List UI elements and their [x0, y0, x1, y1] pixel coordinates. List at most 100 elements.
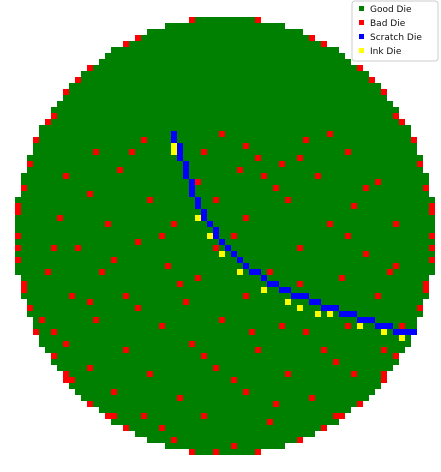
good-die [399, 221, 405, 227]
good-die [111, 419, 117, 425]
good-die [363, 125, 369, 131]
good-die [225, 233, 231, 239]
good-die [339, 137, 345, 143]
good-die [195, 17, 201, 23]
good-die [387, 245, 393, 251]
bad-die [255, 347, 261, 353]
good-die [381, 251, 387, 257]
good-die [387, 311, 393, 317]
good-die [357, 185, 363, 191]
good-die [129, 77, 135, 83]
scratch-die [267, 281, 273, 287]
good-die [243, 311, 249, 317]
good-die [327, 263, 333, 269]
good-die [291, 155, 297, 161]
good-die [111, 83, 117, 89]
good-die [45, 311, 51, 317]
good-die [255, 371, 261, 377]
good-die [75, 167, 81, 173]
good-die [285, 59, 291, 65]
good-die [171, 269, 177, 275]
good-die [285, 425, 291, 431]
good-die [339, 281, 345, 287]
good-die [183, 209, 189, 215]
good-die [99, 107, 105, 113]
good-die [243, 65, 249, 71]
good-die [87, 83, 93, 89]
good-die [381, 335, 387, 341]
good-die [291, 431, 297, 437]
good-die [267, 305, 273, 311]
good-die [93, 83, 99, 89]
good-die [159, 125, 165, 131]
good-die [183, 101, 189, 107]
good-die [321, 179, 327, 185]
good-die [393, 179, 399, 185]
good-die [357, 365, 363, 371]
good-die [93, 251, 99, 257]
bad-die [75, 77, 81, 83]
good-die [165, 143, 171, 149]
good-die [375, 125, 381, 131]
bad-die [327, 221, 333, 227]
good-die [267, 161, 273, 167]
good-die [315, 389, 321, 395]
good-die [345, 239, 351, 245]
good-die [315, 53, 321, 59]
good-die [255, 323, 261, 329]
good-die [225, 293, 231, 299]
good-die [261, 101, 267, 107]
good-die [291, 71, 297, 77]
good-die [99, 359, 105, 365]
good-die [81, 95, 87, 101]
good-die [363, 107, 369, 113]
good-die [267, 263, 273, 269]
good-die [357, 161, 363, 167]
good-die [123, 233, 129, 239]
good-die [123, 203, 129, 209]
good-die [171, 323, 177, 329]
good-die [231, 77, 237, 83]
good-die [255, 95, 261, 101]
good-die [177, 53, 183, 59]
good-die [225, 71, 231, 77]
good-die [237, 35, 243, 41]
good-die [255, 341, 261, 347]
good-die [75, 125, 81, 131]
good-die [75, 155, 81, 161]
good-die [315, 359, 321, 365]
good-die [303, 233, 309, 239]
good-die [273, 35, 279, 41]
good-die [207, 347, 213, 353]
good-die [189, 299, 195, 305]
good-die [339, 407, 345, 413]
good-die [135, 203, 141, 209]
ink-die [297, 305, 303, 311]
good-die [207, 437, 213, 443]
good-die [243, 437, 249, 443]
good-die [123, 113, 129, 119]
ink-die [195, 215, 201, 221]
good-die [45, 281, 51, 287]
good-die [411, 203, 417, 209]
good-die [369, 347, 375, 353]
good-die [27, 167, 33, 173]
good-die [123, 197, 129, 203]
good-die [321, 239, 327, 245]
good-die [327, 107, 333, 113]
good-die [129, 209, 135, 215]
good-die [291, 239, 297, 245]
good-die [93, 113, 99, 119]
good-die [123, 71, 129, 77]
good-die [267, 323, 273, 329]
good-die [81, 251, 87, 257]
good-die [423, 251, 429, 257]
good-die [129, 101, 135, 107]
good-die [105, 353, 111, 359]
good-die [243, 101, 249, 107]
good-die [153, 167, 159, 173]
good-die [309, 119, 315, 125]
good-die [135, 233, 141, 239]
good-die [273, 365, 279, 371]
good-die [333, 203, 339, 209]
